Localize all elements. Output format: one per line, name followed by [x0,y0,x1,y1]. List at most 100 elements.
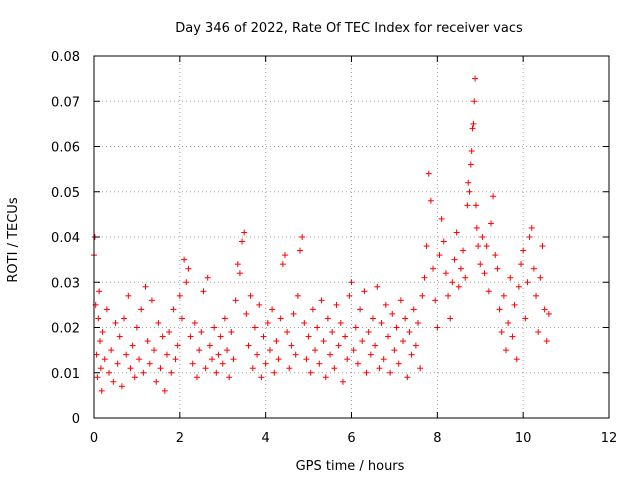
data-point [473,224,480,231]
data-point [465,179,472,186]
data-point [96,288,103,295]
data-point [301,319,308,326]
data-point [408,351,415,358]
data-point [327,351,334,358]
data-point [178,315,185,322]
data-point [191,319,198,326]
data-point [112,319,119,326]
data-point [318,297,325,304]
data-point [359,338,366,345]
data-point [535,329,542,336]
data-point [400,338,406,345]
data-point [194,374,200,381]
data-point [472,75,479,82]
data-point [339,378,346,385]
data-point [266,347,273,354]
x-axis-label: GPS time / hours [296,459,405,474]
data-point [363,369,370,376]
data-point [133,324,140,331]
data-point [367,351,374,358]
data-point [492,252,499,259]
data-point [430,265,437,272]
data-point [118,383,125,390]
data-point [526,234,533,240]
data-point [404,374,411,381]
data-point [440,238,447,245]
data-point [103,306,110,313]
data-point [539,243,546,250]
data-point [469,125,476,132]
data-point [309,306,316,313]
data-point [467,161,474,168]
data-point [425,170,432,177]
y-tick-label: 0.04 [51,231,80,246]
data-point [382,301,389,308]
data-point [299,234,306,240]
data-point [533,292,540,299]
data-point [361,288,368,295]
y-tick-label: 0.03 [51,276,80,291]
data-point [294,292,301,299]
data-point [174,342,181,349]
y-axis-label: ROTI / TECUs [6,197,21,282]
data-point [417,365,424,372]
data-point [236,270,243,277]
data-point [307,369,314,376]
data-point [333,301,340,308]
data-point [471,98,478,105]
data-point [352,324,359,331]
data-point [166,329,173,336]
data-point [498,329,505,336]
data-point [262,360,269,367]
data-point [537,274,544,281]
x-tick-label: 10 [515,431,532,446]
data-point [445,292,452,299]
data-point [129,342,136,349]
data-point [97,338,104,345]
data-point [125,292,132,299]
data-point [226,374,233,381]
data-point [211,324,218,331]
data-point [421,274,428,281]
y-tick-label: 0.05 [51,186,80,201]
data-point [213,369,220,376]
data-point [168,369,175,376]
x-tick-labels: 0 2 4 6 8 10 12 [90,431,617,446]
data-point [284,329,291,336]
data-point [138,306,145,313]
data-point [273,338,280,345]
y-tick-label: 0.08 [51,50,80,65]
data-point [479,234,486,240]
data-point [372,342,379,349]
data-point [462,274,469,281]
data-point [354,360,361,367]
data-point [217,333,224,340]
data-point [196,347,203,354]
data-point [101,356,108,363]
data-point [350,347,357,354]
data-point [297,247,303,254]
data-point [209,356,216,363]
data-point [94,374,101,381]
data-point [494,265,501,272]
data-point [402,315,409,322]
data-point [520,247,527,254]
data-point [243,310,250,317]
data-point [503,347,509,354]
data-point [204,274,211,281]
data-point [329,329,336,336]
data-point [99,329,106,336]
data-point [241,229,248,236]
y-tick-label: 0.07 [51,95,80,110]
data-point [288,342,295,349]
data-point [391,347,398,354]
data-point [305,333,312,340]
data-point [316,360,323,367]
data-point [228,329,235,336]
data-point [251,324,258,331]
data-point [312,347,319,354]
data-point [170,306,177,313]
data-point [176,292,183,299]
data-point [432,297,439,304]
data-point [324,315,331,322]
